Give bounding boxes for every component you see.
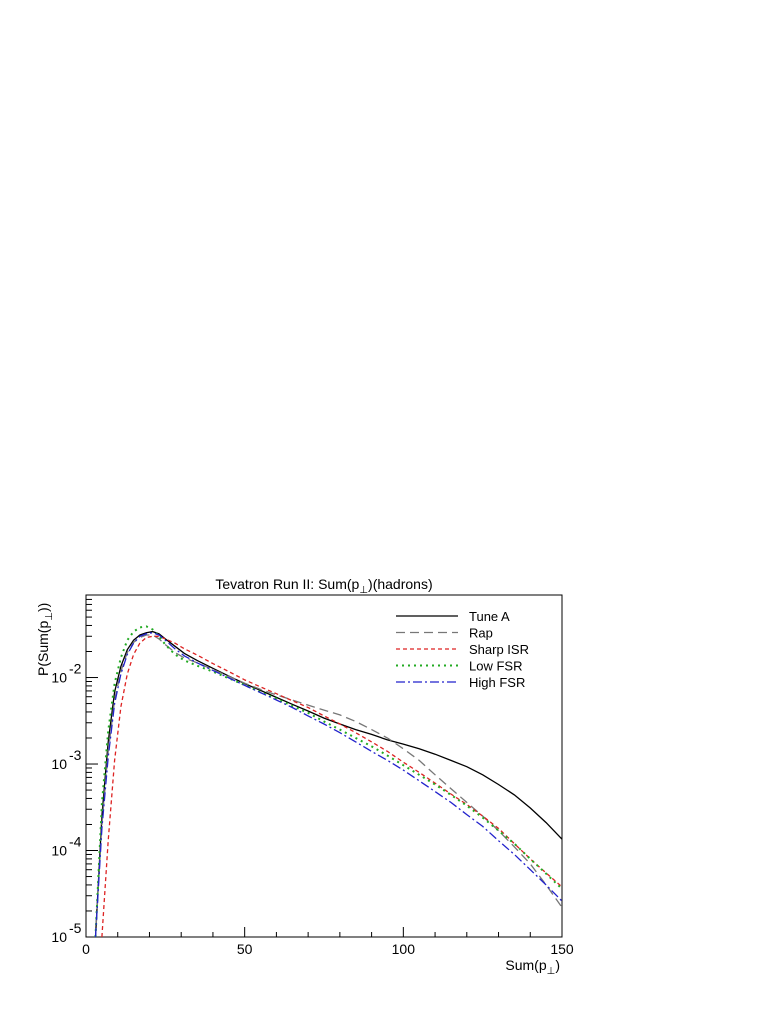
- y-tick-exponent: -2: [69, 661, 82, 677]
- legend-label: Tune A: [469, 609, 510, 624]
- legend-label: High FSR: [469, 675, 525, 690]
- title-subscript: ⊥: [359, 585, 368, 596]
- legend-label: Low FSR: [469, 659, 522, 674]
- y-tick-exponent: -4: [69, 834, 82, 850]
- y-tick-label: 10: [51, 756, 67, 772]
- series-layer: [94, 625, 562, 937]
- x-tick-label: 100: [392, 941, 416, 957]
- series-line-sharp-isr: [101, 635, 562, 937]
- x-tick-label: 50: [237, 941, 253, 957]
- y-tick-exponent: -3: [69, 747, 82, 763]
- legend-label: Sharp ISR: [469, 642, 529, 657]
- x-tick-label: 0: [82, 941, 90, 957]
- y-tick-label: 10: [51, 670, 67, 686]
- series-line-high-fsr: [94, 632, 562, 937]
- series-line-low-fsr: [94, 625, 562, 937]
- y-tick-label: 10: [51, 929, 67, 945]
- legend-label: Rap: [469, 626, 493, 641]
- series-line-tune-a: [94, 630, 562, 937]
- y-tick-exponent: -5: [69, 920, 82, 936]
- x-axis-label: Sum(p⊥): [505, 957, 560, 977]
- plot-frame: [85, 594, 563, 938]
- y-tick-label: 10: [51, 843, 67, 859]
- chart-title: Tevatron Run II: Sum(p⊥)(hadrons): [215, 576, 432, 596]
- x-tick-label: 150: [550, 941, 574, 957]
- series-line-rap: [94, 634, 562, 937]
- y-axis-label: P(Sum(p⊥)): [35, 603, 55, 676]
